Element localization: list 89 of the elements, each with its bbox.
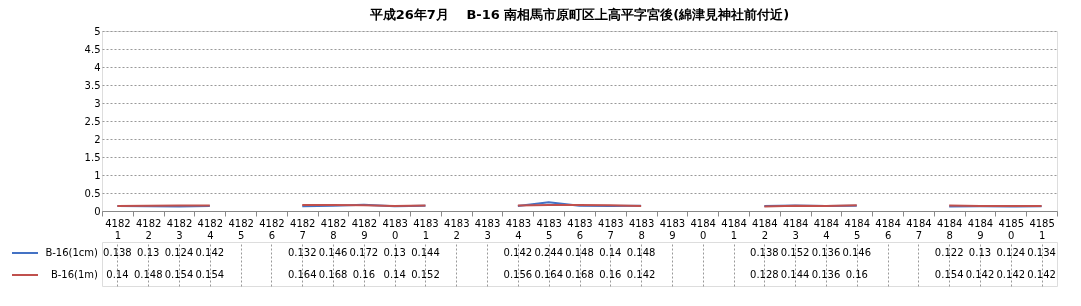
legend-label: B-16(1cm) <box>45 247 99 258</box>
data-label: 0.134 <box>1027 247 1056 258</box>
x-tick-label: 41844 <box>813 217 840 241</box>
x-tick-label: 41849 <box>967 217 994 241</box>
data-label: 0.144 <box>780 269 810 280</box>
y-tick-label: 1 <box>94 169 101 181</box>
x-tick-label: 41824 <box>197 217 224 241</box>
data-label: 0.144 <box>411 247 440 258</box>
data-label: 0.164 <box>534 269 564 280</box>
y-tick-label: 2.5 <box>84 115 101 127</box>
data-label: 0.146 <box>318 247 348 258</box>
x-tick-label: 41839 <box>659 217 686 241</box>
data-label: 0.168 <box>318 269 348 280</box>
data-label: 0.16 <box>599 269 622 280</box>
x-tick-label: 41846 <box>875 217 901 241</box>
x-tick-label: 41821 <box>105 217 131 241</box>
data-label: 0.16 <box>352 269 375 280</box>
x-tick-label: 41842 <box>752 217 778 241</box>
data-label: 0.142 <box>195 247 225 258</box>
y-tick-label: 1.5 <box>84 151 101 163</box>
x-tick-label: 41847 <box>906 217 932 241</box>
x-tick-label: 41838 <box>628 217 655 241</box>
data-label: 0.138 <box>750 247 779 258</box>
data-label: 0.128 <box>750 269 779 280</box>
legend-label: B-16(1m) <box>50 269 99 280</box>
data-label: 0.13 <box>968 247 992 258</box>
x-tick-label: 41835 <box>536 217 562 241</box>
x-tick-label: 41840 <box>690 217 716 241</box>
x-tick-label: 41833 <box>474 217 501 241</box>
data-label: 0.154 <box>164 269 194 280</box>
data-label: 0.13 <box>137 247 160 258</box>
x-tick-label: 41850 <box>998 217 1025 241</box>
x-tick-label: 41831 <box>413 217 439 241</box>
data-label: 0.142 <box>503 247 533 258</box>
data-label: 0.132 <box>287 247 317 258</box>
y-tick-label: 4.5 <box>84 43 101 55</box>
y-tick-label: 5 <box>94 25 101 37</box>
data-label: 0.122 <box>934 247 964 258</box>
x-tick-label: 41826 <box>259 217 285 241</box>
x-tick-label: 41829 <box>351 217 378 241</box>
x-tick-label: 41843 <box>782 217 809 241</box>
data-label: 0.14 <box>106 269 129 280</box>
x-tick-label: 41823 <box>166 217 193 241</box>
data-label: 0.152 <box>411 269 440 280</box>
x-tick-label: 41837 <box>598 217 624 241</box>
data-label: 0.164 <box>287 269 317 280</box>
data-label: 0.14 <box>599 247 622 258</box>
x-tick-label: 41834 <box>505 217 532 241</box>
data-label: 0.156 <box>503 269 533 280</box>
data-label: 0.124 <box>164 247 194 258</box>
data-label: 0.16 <box>845 269 868 280</box>
y-tick-label: 2 <box>94 133 101 145</box>
x-tick-label: 41848 <box>936 217 963 241</box>
x-tick-label: 41841 <box>721 217 747 241</box>
data-label: 0.136 <box>811 247 841 258</box>
y-tick-label: 3.5 <box>84 79 101 91</box>
x-tick-label: 41828 <box>320 217 347 241</box>
data-label: 0.168 <box>565 269 594 280</box>
data-label: 0.142 <box>996 269 1026 280</box>
x-tick-label: 41845 <box>844 217 870 241</box>
data-label: 0.146 <box>842 247 872 258</box>
y-tick-label: 0 <box>94 205 101 217</box>
data-label: 0.142 <box>1027 269 1056 280</box>
data-label: 0.138 <box>103 247 132 258</box>
data-label: 0.154 <box>195 269 225 280</box>
y-tick-label: 0.5 <box>84 187 101 199</box>
data-label: 0.244 <box>534 247 564 258</box>
data-label: 0.136 <box>811 269 841 280</box>
data-label: 0.172 <box>349 247 379 258</box>
y-tick-label: 3 <box>94 97 101 109</box>
data-label: 0.154 <box>934 269 964 280</box>
data-label: 0.142 <box>965 269 995 280</box>
data-label: 0.152 <box>780 247 810 258</box>
x-tick-label: 41830 <box>382 217 408 241</box>
x-tick-label: 41851 <box>1029 217 1055 241</box>
data-label: 0.148 <box>565 247 594 258</box>
data-label: 0.124 <box>996 247 1026 258</box>
data-label: 0.14 <box>383 269 406 280</box>
data-label: 0.148 <box>626 247 656 258</box>
data-label: 0.142 <box>626 269 656 280</box>
x-tick-label: 41836 <box>567 217 593 241</box>
x-tick-label: 41832 <box>444 217 470 241</box>
y-tick-label: 4 <box>94 61 101 73</box>
x-tick-label: 41825 <box>228 217 254 241</box>
chart-title: 平成26年7月 B-16 南相馬市原町区上高平字宮後(綿津見神社前付近) <box>368 7 790 22</box>
x-tick-label: 41822 <box>135 217 162 241</box>
data-label: 0.148 <box>133 269 163 280</box>
x-tick-label: 41827 <box>290 217 316 241</box>
data-label: 0.13 <box>383 247 406 258</box>
